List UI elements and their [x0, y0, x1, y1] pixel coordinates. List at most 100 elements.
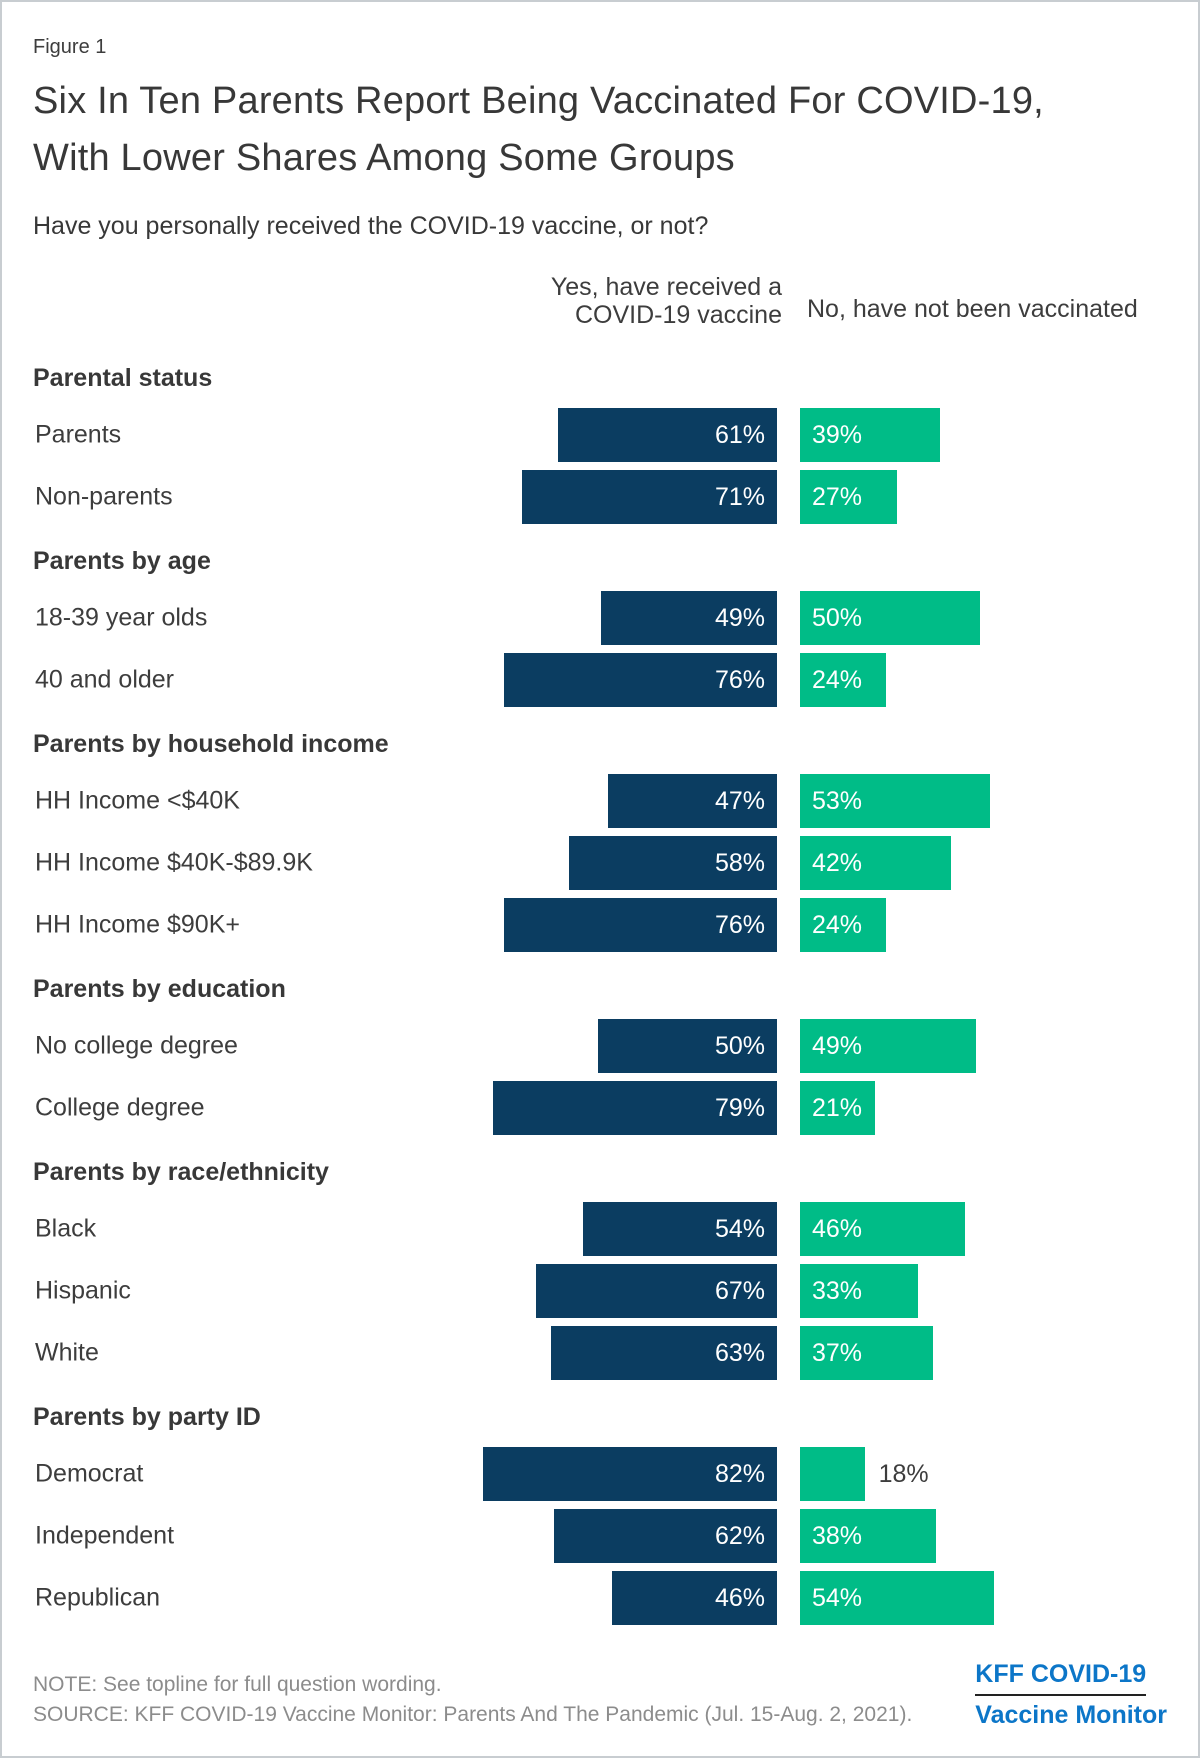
no-bar-value: 38% [812, 1522, 863, 1550]
yes-bar: 63% [550, 1326, 777, 1380]
yes-bar: 76% [504, 653, 777, 707]
question-subtitle: Have you personally received the COVID-1… [33, 212, 709, 240]
bar-row: No college degree 50% 49% [33, 1019, 1167, 1073]
logo-line2: Vaccine Monitor [975, 1701, 1167, 1729]
yes-bar-value: 67% [714, 1277, 765, 1305]
no-bar-value: 50% [812, 604, 863, 632]
section-header: Parents by household income [33, 730, 389, 758]
yes-bar-value: 61% [714, 421, 765, 449]
yes-bar-value: 47% [714, 787, 765, 815]
source-text: SOURCE: KFF COVID-19 Vaccine Monitor: Pa… [33, 1703, 913, 1726]
yes-bar: 79% [493, 1081, 777, 1135]
yes-bar-value: 79% [714, 1094, 765, 1122]
page-title: Six In Ten Parents Report Being Vaccinat… [33, 80, 1044, 179]
note-text: NOTE: See topline for full question word… [33, 1673, 442, 1696]
bar-row: Black 54% 46% [33, 1202, 1167, 1256]
no-bar-value: 24% [812, 911, 863, 939]
section-header: Parents by party ID [33, 1403, 261, 1431]
bar-row: College degree 79% 21% [33, 1081, 1167, 1135]
row-label: Hispanic [35, 1276, 131, 1305]
yes-bar: 46% [611, 1571, 777, 1625]
no-bar-value: 18% [878, 1460, 929, 1488]
chart-section: Parents by race/ethnicity Black 54% 46% Hisp… [33, 1159, 1167, 1380]
yes-bar-value: 49% [714, 604, 765, 632]
row-label: Parents [35, 420, 122, 449]
yes-bar-value: 76% [714, 911, 765, 939]
yes-bar: 47% [608, 774, 777, 828]
yes-bar-value: 63% [714, 1339, 765, 1367]
yes-bar-value: 50% [714, 1032, 765, 1060]
row-label: No college degree [35, 1031, 238, 1060]
grouped-bar-chart: Parental status Parents 61% 39% Non-parents 7… [33, 365, 1167, 1625]
figure-label: Figure 1 [33, 36, 107, 58]
chart-section: Parents by age 18-39 year olds 49% 50% 40 an… [33, 548, 1167, 707]
no-bar-value: 21% [812, 1094, 863, 1122]
yes-bar-value: 71% [714, 483, 765, 511]
row-label: HH Income $40K-$89.9K [35, 848, 313, 877]
bar-row: Hispanic 67% 33% [33, 1264, 1167, 1318]
yes-bar: 62% [554, 1509, 777, 1563]
no-bar-value: 33% [812, 1277, 863, 1305]
bar-row: HH Income $90K+ 76% 24% [33, 898, 1167, 952]
bar-row: HH Income $40K-$89.9K 58% 42% [33, 836, 1167, 890]
no-bar: 49% [800, 1019, 976, 1073]
row-label: Non-parents [35, 482, 173, 511]
footer-notes: NOTE: See topline for full question word… [33, 1670, 912, 1730]
row-label: Black [35, 1214, 97, 1243]
section-header: Parents by education [33, 975, 286, 1003]
no-bar: 33% [800, 1264, 919, 1318]
no-bar: 24% [800, 898, 887, 952]
no-bar-value: 24% [812, 666, 863, 694]
no-bar-value: 46% [812, 1215, 863, 1243]
yes-bar: 76% [504, 898, 777, 952]
no-bar: 50% [800, 591, 980, 645]
no-bar [800, 1447, 865, 1501]
chart-section: Parental status Parents 61% 39% Non-parents 7… [33, 365, 1167, 524]
figure-footer: NOTE: See topline for full question word… [33, 1660, 1167, 1730]
no-bar: 24% [800, 653, 887, 707]
yes-bar-value: 62% [714, 1522, 765, 1550]
yes-bar: 58% [568, 836, 777, 890]
no-bar: 21% [800, 1081, 876, 1135]
no-bar: 42% [800, 836, 951, 890]
row-label: HH Income $90K+ [35, 910, 240, 939]
bar-row: Democrat 82% 18% [33, 1447, 1167, 1501]
yes-bar: 54% [583, 1202, 777, 1256]
bar-row: Independent 62% 38% [33, 1509, 1167, 1563]
no-bar-value: 53% [812, 787, 863, 815]
no-bar-value: 49% [812, 1032, 863, 1060]
no-bar-value: 42% [812, 849, 863, 877]
yes-bar-value: 76% [714, 666, 765, 694]
row-label: Republican [35, 1583, 161, 1612]
no-bar: 38% [800, 1509, 937, 1563]
bar-row: Non-parents 71% 27% [33, 470, 1167, 524]
row-label: HH Income <$40K [35, 786, 240, 815]
column-header-no: No, have not been vaccinated [807, 295, 1138, 323]
figure-header: Figure 1 Six In Ten Parents Report Being… [2, 2, 1198, 241]
no-bar: 53% [800, 774, 991, 828]
section-header: Parents by age [33, 547, 211, 575]
chart-section: Parents by party ID Democrat 82% 18% Indepen… [33, 1404, 1167, 1625]
yes-bar-value: 58% [714, 849, 765, 877]
yes-bar-value: 54% [714, 1215, 765, 1243]
no-bar: 39% [800, 408, 940, 462]
bar-row: HH Income <$40K 47% 53% [33, 774, 1167, 828]
no-bar-value: 27% [812, 483, 863, 511]
bar-row: 18-39 year olds 49% 50% [33, 591, 1167, 645]
yes-bar-value: 46% [714, 1584, 765, 1612]
bar-row: Republican 46% 54% [33, 1571, 1167, 1625]
row-label: 18-39 year olds [35, 603, 208, 632]
yes-bar: 71% [522, 470, 777, 524]
chart-section: Parents by education No college degree 50%… [33, 976, 1167, 1135]
no-bar: 54% [800, 1571, 994, 1625]
row-label: College degree [35, 1093, 205, 1122]
no-bar: 27% [800, 470, 897, 524]
yes-bar-value: 82% [714, 1460, 765, 1488]
no-bar-value: 37% [812, 1339, 863, 1367]
no-bar: 46% [800, 1202, 966, 1256]
row-label: Independent [35, 1521, 175, 1550]
yes-bar: 50% [597, 1019, 777, 1073]
chart-section: Parents by household income HH Income <$4… [33, 731, 1167, 952]
no-bar-value: 54% [812, 1584, 863, 1612]
